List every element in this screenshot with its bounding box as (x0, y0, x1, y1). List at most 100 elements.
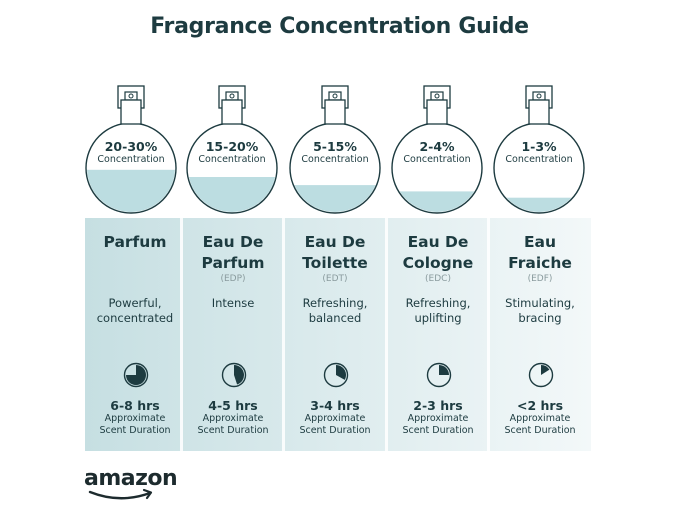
fragrance-description: Stimulating, bracing (490, 296, 590, 326)
duration-wedge (439, 365, 449, 375)
concentration-percent: 20-30% (104, 139, 158, 154)
desc-line-1: Stimulating, (505, 296, 575, 310)
name-line-2: Fraiche (508, 254, 572, 272)
card-divider (180, 218, 183, 451)
bottle-2: 5-15% Concentration (285, 84, 385, 216)
clock-icon (221, 362, 247, 388)
fragrance-name: Parfum (85, 232, 185, 253)
fragrance-abbr: (EDF) (527, 274, 553, 284)
approx-line-1: Approximate (104, 413, 166, 424)
name-line-2: Toilette (302, 254, 368, 272)
desc-line-1: Intense (211, 296, 255, 310)
concentration-label: Concentration (97, 154, 165, 165)
duration-wedge (126, 365, 146, 385)
concentration-label: Concentration (301, 154, 369, 165)
concentration-label: Concentration (505, 154, 573, 165)
fragrance-description: Refreshing, balanced (285, 296, 385, 326)
clock-icon (528, 362, 554, 388)
concentration-percent: 2-4% (419, 139, 455, 154)
liquid-fill (495, 197, 583, 212)
approx-line-1: Approximate (509, 413, 571, 424)
fragrance-name: Eau De Cologne (388, 232, 488, 274)
approx-line-1: Approximate (202, 413, 264, 424)
bottle-1: 15-20% Concentration (182, 84, 282, 216)
concentration-label: Concentration (198, 154, 266, 165)
amazon-smile-arrow-icon (88, 488, 153, 500)
approx-line-2: Scent Duration (504, 424, 576, 436)
duration-hours: 2-3 hrs (413, 398, 463, 413)
concentration-percent: 5-15% (313, 139, 357, 154)
duration-caption: Approximate Scent Duration (490, 413, 590, 436)
bottle-icon (289, 85, 381, 214)
name-line-1: Parfum (103, 233, 167, 251)
approx-line-1: Approximate (304, 413, 366, 424)
bottle-3: 2-4% Concentration (387, 84, 487, 216)
duration-hours: <2 hrs (516, 398, 564, 413)
duration-hours: 4-5 hrs (208, 398, 258, 413)
clock-icon (123, 362, 149, 388)
card-1: Eau De Parfum (EDP) Intense 4-5 hrs Appro… (183, 218, 283, 451)
fragrance-name: Eau De Toilette (285, 232, 385, 274)
card-2: Eau De Toilette (EDT) Refreshing, balanced… (285, 218, 385, 451)
liquid-fill (87, 169, 175, 212)
fragrance-name: Eau Fraiche (490, 232, 590, 274)
fragrance-description: Intense (183, 296, 283, 311)
bottle-icon (391, 85, 483, 214)
page-title: Fragrance Concentration Guide (150, 14, 529, 39)
desc-line-2: balanced (308, 311, 362, 325)
bottle-icon (186, 85, 278, 214)
liquid-fill (188, 177, 276, 212)
fragrance-description: Powerful, concentrated (85, 296, 185, 326)
duration-wedge (234, 365, 244, 385)
duration-hours: 6-8 hrs (110, 398, 160, 413)
fragrance-abbr: (EDT) (322, 274, 348, 284)
bottle-4: 1-3% Concentration (489, 84, 589, 216)
name-line-1: Eau (523, 233, 557, 251)
approx-line-2: Scent Duration (197, 424, 269, 436)
cards-panel: Parfum Powerful, concentrated 6-8 hrs App… (85, 218, 591, 451)
name-line-2: Parfum (201, 254, 265, 272)
card-divider (487, 218, 490, 451)
card-3: Eau De Cologne (EDC) Refreshing, uplifting… (388, 218, 488, 451)
fragrance-description: Refreshing, uplifting (388, 296, 488, 326)
name-line-1: Eau De (407, 233, 469, 251)
desc-line-2: concentrated (96, 311, 174, 325)
fragrance-abbr: (EDC) (425, 274, 451, 284)
card-divider (282, 218, 285, 451)
fragrance-name: Eau De Parfum (183, 232, 283, 274)
clock-icon (426, 362, 452, 388)
concentration-label: Concentration (403, 154, 471, 165)
duration-caption: Approximate Scent Duration (183, 413, 283, 436)
amazon-logo: amazon (84, 466, 178, 502)
duration-caption: Approximate Scent Duration (285, 413, 385, 436)
card-4: Eau Fraiche (EDF) Stimulating, bracing <2 … (490, 218, 590, 451)
liquid-fill (291, 185, 379, 212)
desc-line-1: Refreshing, (302, 296, 368, 310)
approx-line-1: Approximate (407, 413, 469, 424)
clock-icon (323, 362, 349, 388)
logo-text: amazon (84, 466, 178, 491)
concentration-percent: 15-20% (205, 139, 259, 154)
bottle-0: 20-30% Concentration (81, 84, 181, 216)
card-divider (385, 218, 388, 451)
duration-caption: Approximate Scent Duration (85, 413, 185, 436)
duration-hours: 3-4 hrs (310, 398, 360, 413)
approx-line-2: Scent Duration (402, 424, 474, 436)
duration-wedge (336, 365, 346, 380)
name-line-2: Cologne (402, 254, 474, 272)
bottle-icon (493, 85, 585, 214)
desc-line-2: bracing (518, 311, 562, 325)
liquid-fill (393, 191, 481, 212)
name-line-1: Eau De (202, 233, 264, 251)
duration-wedge (541, 365, 550, 375)
concentration-percent: 1-3% (521, 139, 557, 154)
card-0: Parfum Powerful, concentrated 6-8 hrs App… (85, 218, 185, 451)
desc-line-2: uplifting (414, 311, 462, 325)
approx-line-2: Scent Duration (99, 424, 171, 436)
desc-line-1: Refreshing, (405, 296, 471, 310)
fragrance-abbr: (EDP) (220, 274, 246, 284)
bottle-icon (85, 85, 177, 214)
desc-line-1: Powerful, (108, 296, 162, 310)
name-line-1: Eau De (304, 233, 366, 251)
